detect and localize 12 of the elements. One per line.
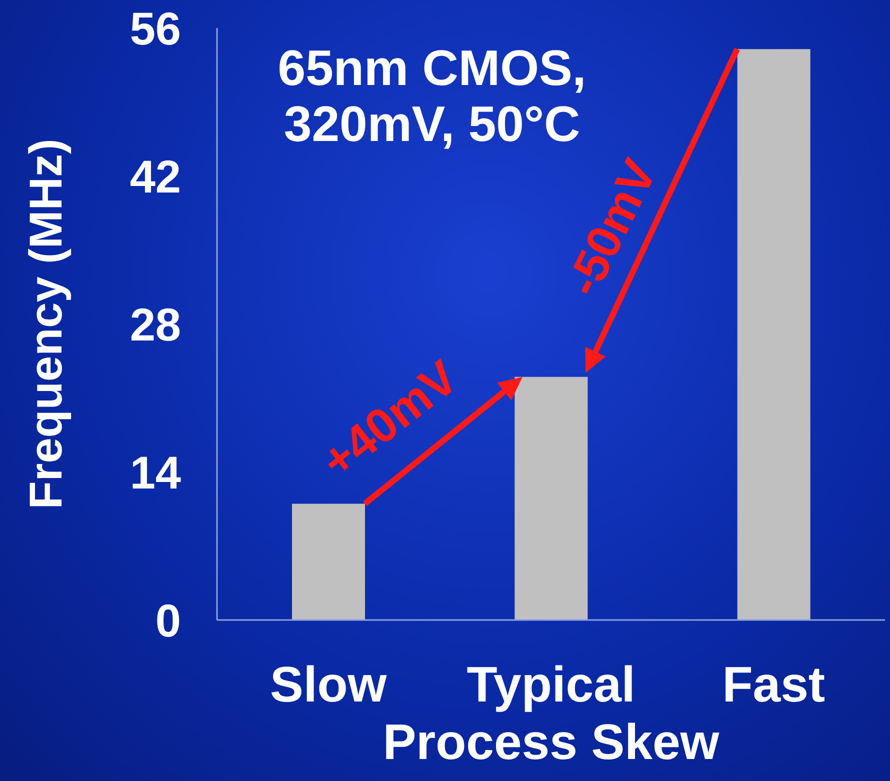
y-tick-label: 56: [130, 2, 181, 54]
annotation: -50mV: [556, 151, 668, 305]
annotation: 65nm CMOS, 320mV, 50°C: [276, 40, 588, 152]
x-tick-label: Slow: [270, 656, 387, 712]
y-tick-label: 28: [130, 298, 181, 350]
y-axis-title: Frequency (MHz): [18, 138, 72, 510]
y-tick-label: 42: [130, 150, 181, 202]
x-tick-label: Fast: [722, 656, 826, 712]
y-tick-label: 0: [155, 594, 181, 646]
x-tick-label: Typical: [466, 656, 636, 712]
y-tick-label: 14: [130, 446, 182, 498]
x-axis-title: Process Skew: [382, 713, 720, 772]
